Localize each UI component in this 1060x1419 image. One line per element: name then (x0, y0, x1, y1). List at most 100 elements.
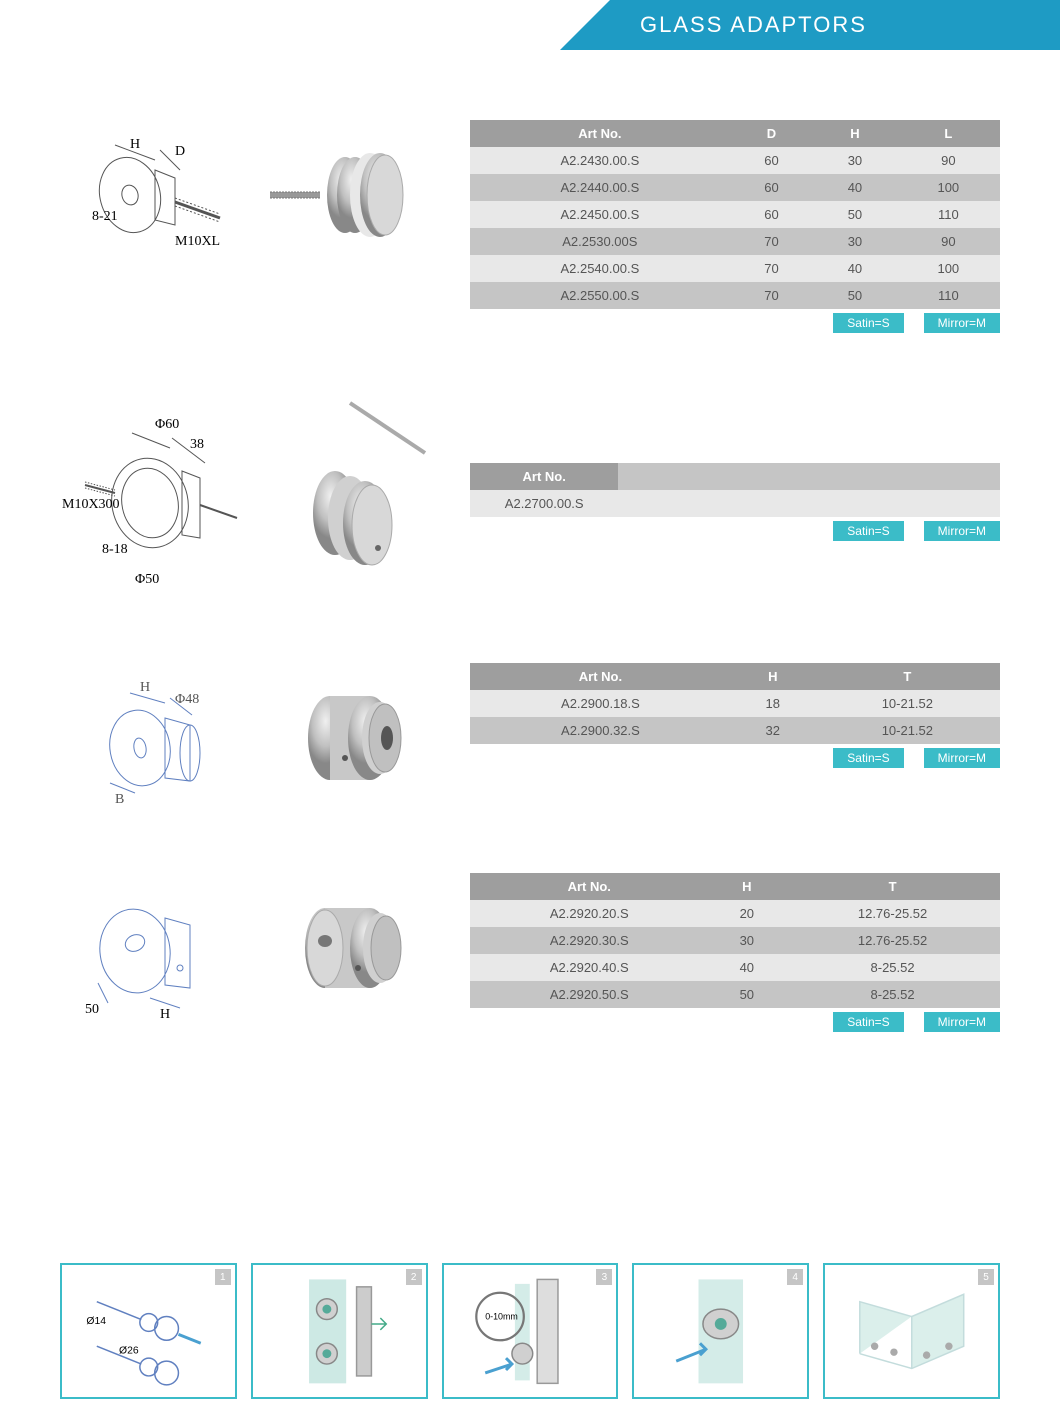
table-row: A2.2450.00.S6050110 (470, 201, 1000, 228)
finish-legend: Satin=S Mirror=M (470, 1012, 1000, 1032)
dim-label: 0-10mm (485, 1311, 518, 1321)
dim-label: 38 (190, 437, 204, 452)
table-cell: 20 (708, 900, 785, 927)
table-row: A2.2550.00.S7050110 (470, 282, 1000, 309)
table-cell: 90 (897, 228, 1000, 255)
table-cell: A2.2920.40.S (470, 954, 708, 981)
table-cell: A2.2550.00.S (470, 282, 730, 309)
dim-label: 50 (85, 1002, 99, 1017)
table-cell: 100 (897, 255, 1000, 282)
product-photo (250, 663, 450, 813)
technical-diagram: 50 H (60, 873, 250, 1023)
step-number: 4 (787, 1269, 803, 1285)
finish-legend: Satin=S Mirror=M (470, 313, 1000, 333)
table-cell: 110 (897, 201, 1000, 228)
table-header: H (731, 663, 815, 690)
mirror-tag: Mirror=M (924, 313, 1000, 333)
step-box: 4 (632, 1263, 809, 1399)
table-cell: A2.2700.00.S (470, 490, 618, 517)
step-number: 1 (215, 1269, 231, 1285)
table-row: A2.2920.20.S2012.76-25.52 (470, 900, 1000, 927)
table-header: T (785, 873, 1000, 900)
product-photo (250, 873, 450, 1023)
table-row: A2.2700.00.S (470, 490, 1000, 517)
table-cell: 40 (813, 255, 896, 282)
mirror-tag: Mirror=M (924, 748, 1000, 768)
table-row: A2.2920.40.S408-25.52 (470, 954, 1000, 981)
table-cell: 30 (813, 147, 896, 174)
table-cell: 12.76-25.52 (785, 927, 1000, 954)
table-cell: 18 (731, 690, 815, 717)
table-row: A2.2530.00S703090 (470, 228, 1000, 255)
technical-diagram: H Φ48 B (60, 663, 250, 813)
table-cell: 60 (730, 147, 813, 174)
step-box: 1 Ø14 Ø26 (60, 1263, 237, 1399)
dim-label: D (175, 144, 185, 159)
table-header: T (815, 663, 1000, 690)
table-header: D (730, 120, 813, 147)
header-angle (560, 0, 610, 50)
table-cell: A2.2920.50.S (470, 981, 708, 1008)
table-cell: A2.2900.18.S (470, 690, 731, 717)
table-cell: 100 (897, 174, 1000, 201)
table: Art No.HT A2.2900.18.S1810-21.52A2.2900.… (470, 663, 1000, 744)
table-cell: A2.2440.00.S (470, 174, 730, 201)
table: Art No.HT A2.2920.20.S2012.76-25.52A2.29… (470, 873, 1000, 1008)
table-row: A2.2540.00.S7040100 (470, 255, 1000, 282)
table-cell: 10-21.52 (815, 690, 1000, 717)
product-row: 50 H Art No.HT A2.2920.20.S2012.76-25.52… (60, 873, 1000, 1032)
spec-table: Art No.HT A2.2920.20.S2012.76-25.52A2.29… (470, 873, 1000, 1032)
dim-label: Φ50 (135, 572, 159, 587)
content-area: H D 8-21 M10XL Art No.DHL (60, 100, 1000, 1072)
table-cell: 12.76-25.52 (785, 900, 1000, 927)
satin-tag: Satin=S (833, 521, 903, 541)
table-header: Art No. (470, 120, 730, 147)
dim-label: Ø14 (86, 1316, 106, 1327)
satin-tag: Satin=S (833, 1012, 903, 1032)
spec-table: Art No.DHL A2.2430.00.S603090A2.2440.00.… (470, 120, 1000, 333)
page-header: GLASS ADAPTORS (560, 0, 1060, 50)
dim-label: Φ60 (155, 417, 179, 432)
product-row: H Φ48 B Art No.HT A2.2900.18.S1810-21.52… (60, 663, 1000, 813)
table-cell: 50 (708, 981, 785, 1008)
page-title: GLASS ADAPTORS (610, 0, 1060, 50)
dim-label: M10XL (175, 234, 220, 249)
step-number: 3 (596, 1269, 612, 1285)
table-header: Art No. (470, 463, 618, 490)
table-cell: 70 (730, 228, 813, 255)
table-cell: 70 (730, 282, 813, 309)
table-row: A2.2920.30.S3012.76-25.52 (470, 927, 1000, 954)
table-cell: 30 (813, 228, 896, 255)
mirror-tag: Mirror=M (924, 521, 1000, 541)
mirror-tag: Mirror=M (924, 1012, 1000, 1032)
table: Art No.DHL A2.2430.00.S603090A2.2440.00.… (470, 120, 1000, 309)
table-row: A2.2920.50.S508-25.52 (470, 981, 1000, 1008)
step-box: 3 0-10mm (442, 1263, 619, 1399)
table-row: A2.2440.00.S6040100 (470, 174, 1000, 201)
product-row: H D 8-21 M10XL Art No.DHL (60, 120, 1000, 333)
dim-label: H (130, 137, 140, 152)
step-box: 2 (251, 1263, 428, 1399)
finish-legend: Satin=S Mirror=M (470, 521, 1000, 541)
table-cell: 8-25.52 (785, 981, 1000, 1008)
table-cell: 8-25.52 (785, 954, 1000, 981)
dim-label: M10X300 (62, 497, 120, 512)
step-number: 5 (978, 1269, 994, 1285)
table-header: L (897, 120, 1000, 147)
table-cell: A2.2900.32.S (470, 717, 731, 744)
dim-label: H (140, 680, 150, 695)
table-cell: 60 (730, 201, 813, 228)
table-cell: 70 (730, 255, 813, 282)
table-header: H (813, 120, 896, 147)
satin-tag: Satin=S (833, 313, 903, 333)
product-photo (250, 120, 450, 270)
dim-label: H (160, 1007, 170, 1022)
dim-label: Φ48 (175, 692, 199, 707)
table-cell: 32 (731, 717, 815, 744)
table-cell: A2.2450.00.S (470, 201, 730, 228)
spec-table: Art No. A2.2700.00.S Satin=S Mirror=M (470, 463, 1000, 541)
installation-steps: 1 Ø14 Ø26 2 3 0-10mm (60, 1263, 1000, 1399)
table-cell: A2.2920.30.S (470, 927, 708, 954)
table: Art No. A2.2700.00.S (470, 463, 1000, 517)
table-cell: A2.2430.00.S (470, 147, 730, 174)
